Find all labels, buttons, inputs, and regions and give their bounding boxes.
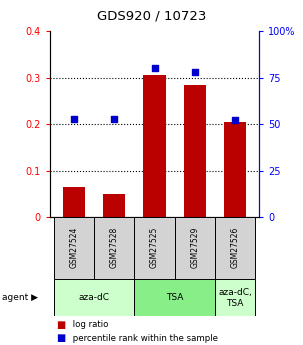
Text: percentile rank within the sample: percentile rank within the sample — [70, 334, 218, 343]
Text: GDS920 / 10723: GDS920 / 10723 — [97, 9, 206, 22]
Bar — [215, 217, 255, 279]
Bar — [144, 75, 165, 217]
Text: GSM27525: GSM27525 — [150, 226, 159, 268]
Bar — [54, 217, 94, 279]
Bar — [63, 187, 85, 217]
Bar — [103, 194, 125, 217]
Point — [72, 116, 77, 121]
Text: aza-dC,
TSA: aza-dC, TSA — [218, 287, 252, 308]
Bar — [224, 122, 246, 217]
Point — [152, 66, 157, 71]
Point — [112, 116, 117, 121]
Text: GSM27529: GSM27529 — [190, 226, 199, 268]
Text: TSA: TSA — [166, 293, 183, 302]
Bar — [135, 279, 215, 316]
Bar — [175, 217, 215, 279]
Text: log ratio: log ratio — [70, 321, 108, 329]
Point — [232, 118, 237, 123]
Text: agent ▶: agent ▶ — [2, 293, 38, 302]
Text: GSM27528: GSM27528 — [110, 227, 119, 268]
Text: ■: ■ — [56, 333, 65, 343]
Bar — [215, 279, 255, 316]
Bar — [184, 85, 206, 217]
Bar — [135, 217, 175, 279]
Text: GSM27524: GSM27524 — [70, 226, 78, 268]
Text: GSM27526: GSM27526 — [231, 226, 239, 268]
Text: aza-dC: aza-dC — [79, 293, 110, 302]
Bar — [94, 217, 135, 279]
Bar — [54, 279, 135, 316]
Text: ■: ■ — [56, 320, 65, 330]
Point — [192, 69, 197, 75]
